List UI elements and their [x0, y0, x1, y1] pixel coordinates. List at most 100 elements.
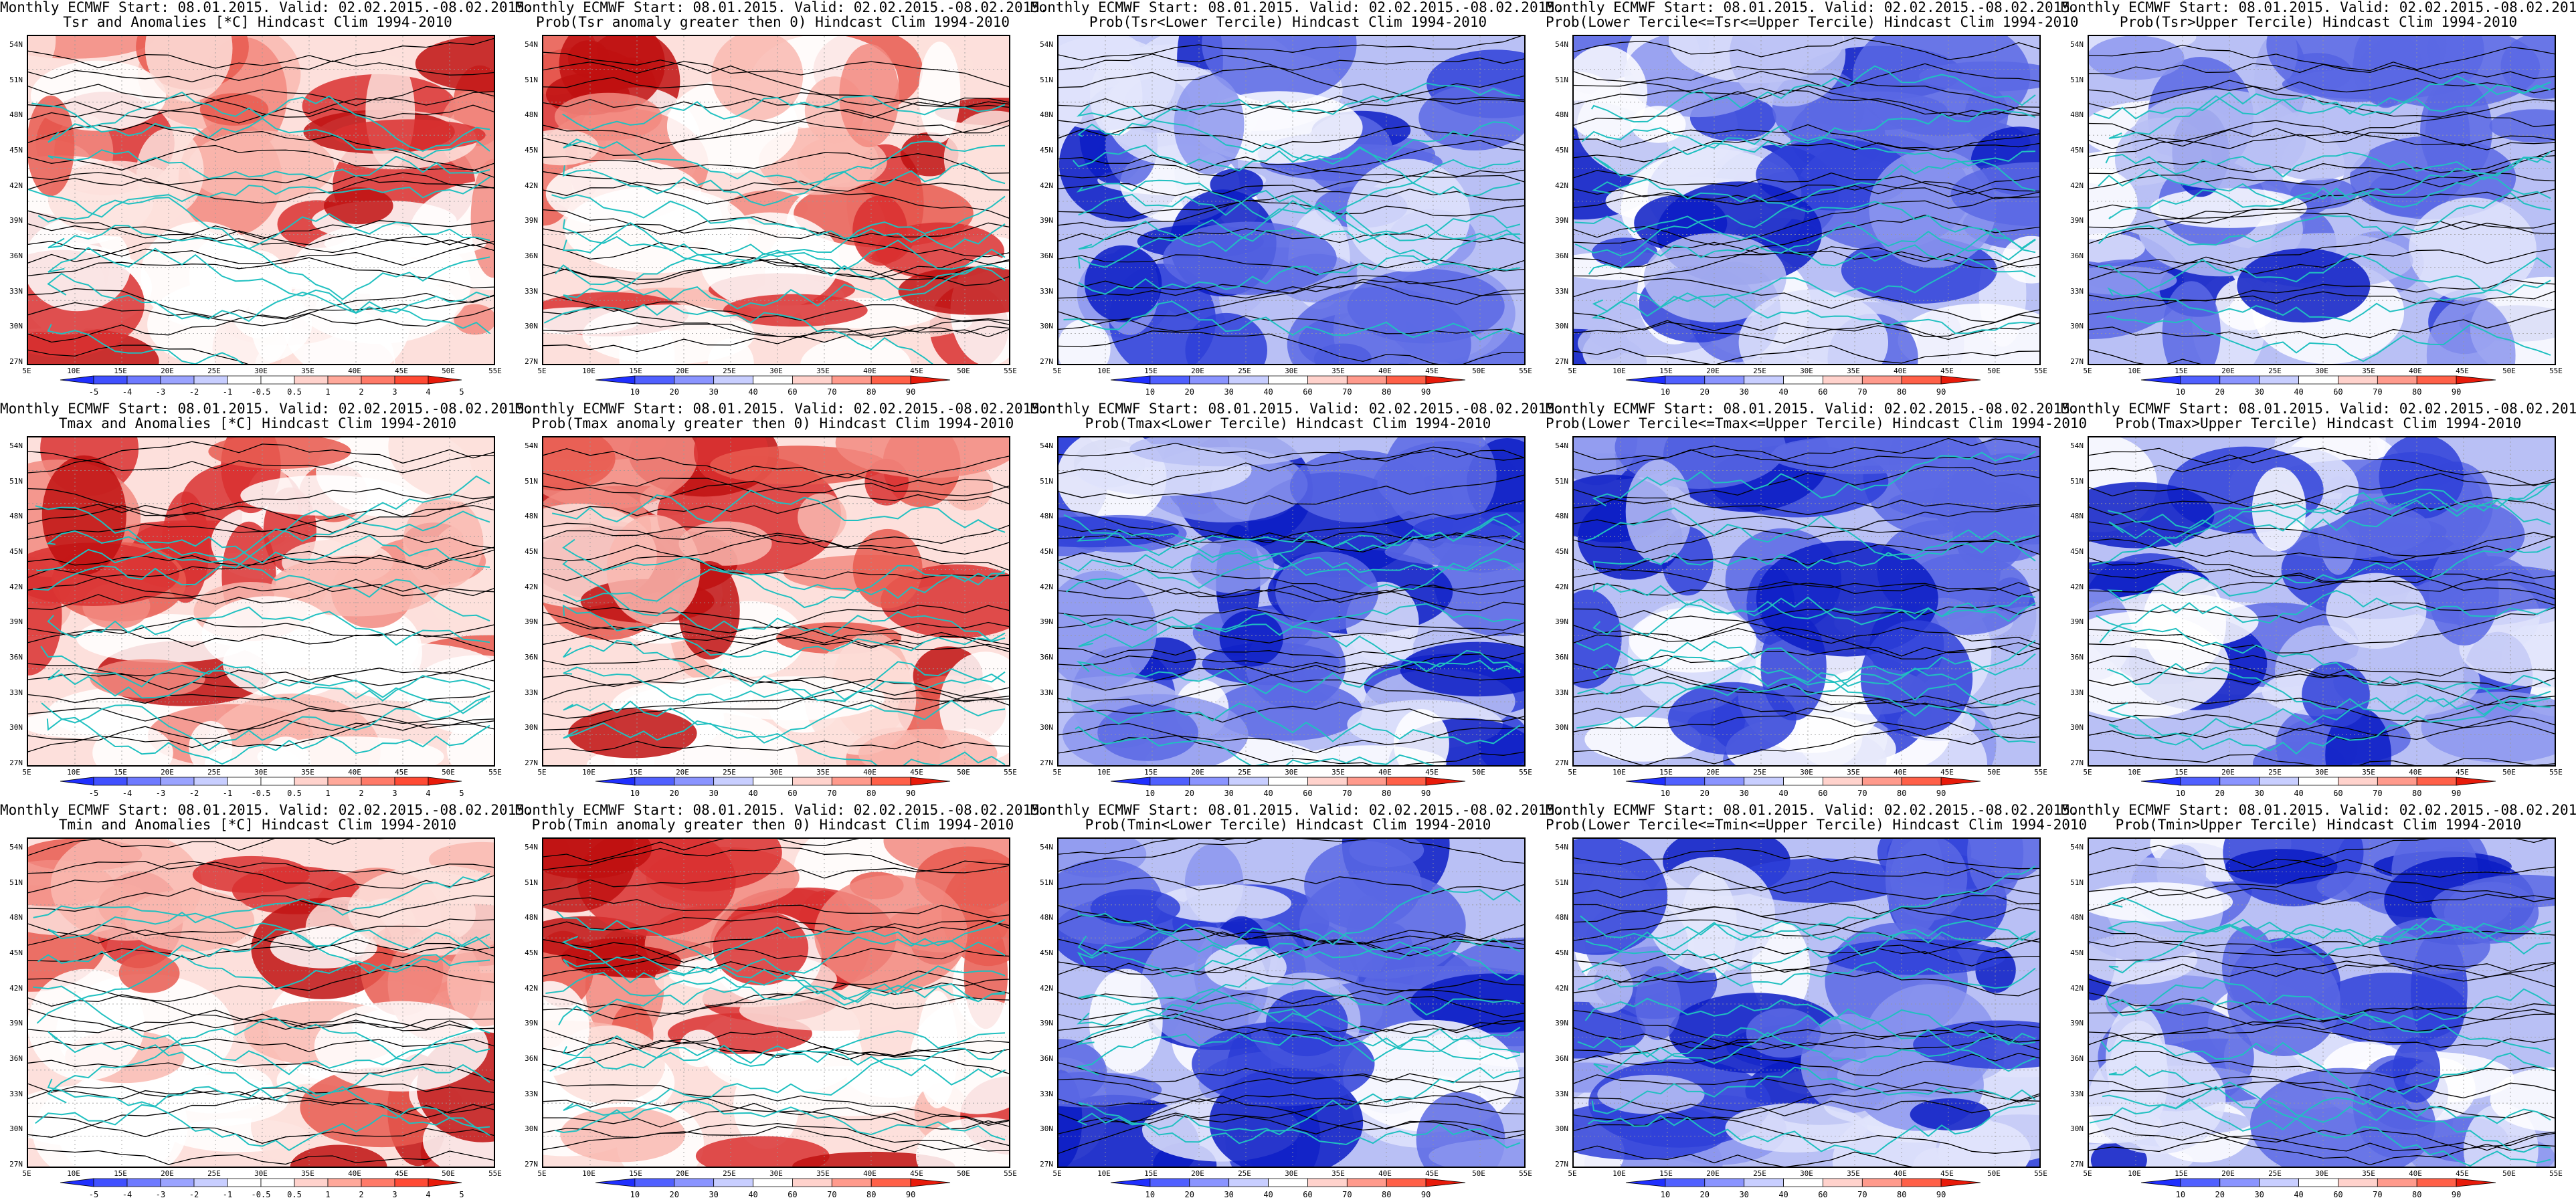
contour-line — [1574, 866, 2039, 892]
contour-line — [543, 847, 1009, 874]
contour-line — [2089, 447, 2555, 486]
map-field-blob — [2237, 248, 2371, 323]
x-tick-label: 15E — [114, 768, 127, 777]
colorbar-segment — [1823, 1178, 1863, 1187]
map-field-blob — [1574, 1001, 1646, 1059]
y-tick-label: 45N — [1555, 146, 1568, 155]
x-tick-label: 40E — [1894, 367, 1907, 375]
map-field-blob — [543, 437, 616, 491]
colorbar-segment — [1268, 375, 1308, 385]
contour-line — [1059, 666, 1524, 720]
contour-line — [28, 441, 494, 474]
y-tick-label: 48N — [525, 110, 538, 120]
y-tick-label: 27N — [1555, 357, 1568, 366]
colorbar-label: -3 — [156, 387, 165, 397]
colorbar-label: 70 — [1342, 387, 1352, 397]
coastline — [48, 669, 490, 702]
colorbar-segment — [1110, 375, 1151, 385]
x-tick-label: 10E — [582, 768, 595, 777]
colorbar-label: 10 — [630, 387, 640, 397]
colorbar-segment — [1704, 1178, 1745, 1187]
colorbar-segment — [713, 777, 753, 786]
x-tick-label: 10E — [1097, 367, 1111, 375]
colorbar-segment — [2377, 777, 2417, 786]
colorbar-segment — [831, 777, 872, 786]
contour-line — [2089, 279, 2555, 315]
colorbar-label: -4 — [122, 387, 132, 397]
x-tick-label: 55E — [1519, 768, 1532, 777]
map-plot — [1572, 436, 2041, 767]
y-tick-label: 42N — [9, 983, 23, 993]
x-tick-label: 30E — [1285, 367, 1298, 375]
x-tick-label: 45E — [1425, 367, 1439, 375]
map-field-blob — [606, 514, 701, 625]
colorbar-segment — [60, 777, 94, 786]
coastline — [35, 1104, 490, 1151]
colorbar-label: 70 — [1857, 387, 1867, 397]
y-tick-label: 36N — [525, 252, 538, 260]
y-tick-label: 51N — [1040, 476, 1053, 486]
y-tick-label: 39N — [1555, 617, 1568, 627]
x-tick-label: 5E — [1052, 367, 1062, 375]
colorbar-label: 10 — [630, 1190, 640, 1199]
y-tick-label: 39N — [1040, 216, 1053, 225]
colorbar-label: 10 — [1145, 789, 1155, 798]
chart-subtitle: Prob(Tmax anomaly greater then 0) Hindca… — [531, 415, 1014, 431]
y-tick-label: 48N — [525, 512, 538, 521]
x-tick-label: 55E — [2549, 1169, 2563, 1178]
contour-line — [543, 556, 1009, 581]
y-tick-label: 54N — [2070, 843, 2084, 851]
y-tick-label: 39N — [2070, 216, 2084, 225]
map-field-blob — [189, 720, 233, 765]
map-field-blob — [1950, 162, 2039, 227]
colorbar: -5 -4 -3 -2 -1 -0.5 0.5 1 2 3 4 5 — [60, 375, 464, 397]
colorbar-label: 30 — [2254, 387, 2264, 397]
x-tick-label: 20E — [1706, 1169, 1720, 1178]
y-tick-label: 48N — [2070, 512, 2084, 521]
coastline — [552, 489, 1006, 533]
colorbar-label: 80 — [1897, 387, 1906, 397]
chart-panel: Monthly ECMWF Start: 08.01.2015. Valid: … — [515, 0, 1048, 401]
contour-line — [28, 546, 494, 591]
map-field-blob — [1346, 159, 1471, 272]
contour-line — [543, 916, 1009, 935]
coastline — [1593, 108, 2036, 177]
x-tick-label: 30E — [2315, 1169, 2328, 1178]
x-tick-label: 40E — [348, 1169, 361, 1178]
map-field-blob — [1732, 858, 1907, 903]
y-tick-label: 36N — [2070, 252, 2084, 260]
x-tick-label: 15E — [1659, 367, 1673, 375]
colorbar-label: 30 — [709, 789, 718, 798]
contour-line — [543, 1039, 1009, 1070]
contour-line — [1574, 685, 2039, 732]
map-field-blob — [2089, 882, 2233, 922]
colorbar-segment — [2140, 777, 2181, 786]
x-tick-label: 25E — [723, 1169, 736, 1178]
y-tick-label: 36N — [9, 1054, 23, 1063]
colorbar-label: 80 — [866, 387, 876, 397]
colorbar-segment — [227, 777, 262, 786]
x-tick-label: 35E — [1331, 768, 1345, 777]
y-tick-label: 45N — [2070, 948, 2084, 957]
x-tick-label: 35E — [816, 1169, 830, 1178]
coastline — [33, 985, 490, 1076]
chart-title: Monthly ECMWF Start: 08.01.2015. Valid: … — [0, 803, 533, 832]
colorbar-segment — [260, 777, 295, 786]
contour-line — [1574, 1027, 2039, 1049]
colorbar-segment — [634, 375, 675, 385]
y-tick-label: 42N — [1555, 181, 1568, 190]
map-field-blob — [1725, 1103, 1867, 1152]
x-tick-label: 10E — [582, 367, 595, 375]
colorbar-label: 60 — [1303, 387, 1312, 397]
x-tick-label: 5E — [1568, 768, 1577, 777]
coastline — [549, 1030, 1006, 1072]
contour-line — [1574, 728, 2039, 765]
y-tick-label: 45N — [9, 948, 23, 957]
colorbar-segment — [1110, 777, 1151, 786]
colorbar-segment — [327, 1178, 362, 1187]
colorbar-segment — [2456, 777, 2496, 786]
map-field-blob — [2458, 874, 2555, 908]
map-field-blob — [543, 839, 652, 879]
map-field-blob — [2426, 297, 2516, 364]
coastline — [2108, 157, 2551, 219]
